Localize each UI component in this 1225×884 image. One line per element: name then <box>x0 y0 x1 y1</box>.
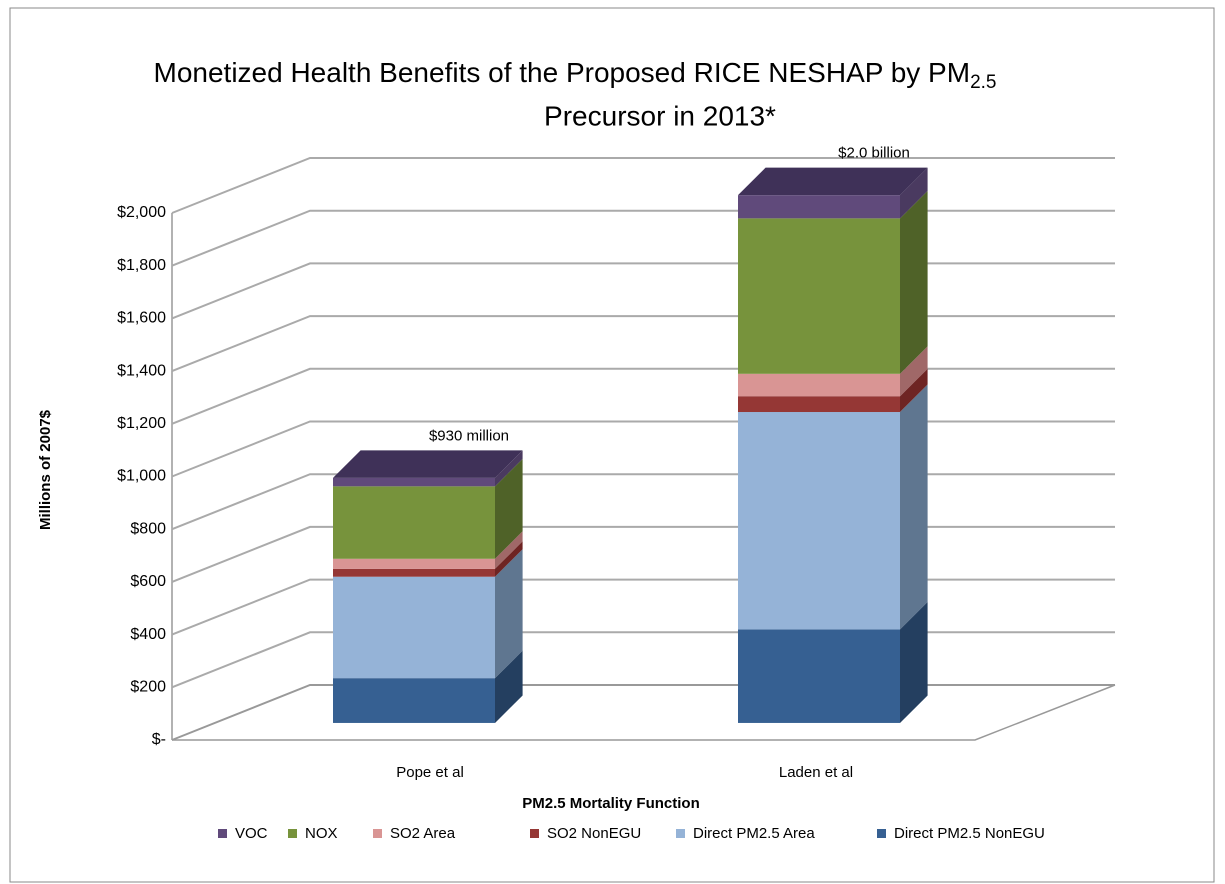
y-tick-label: $1,600 <box>117 310 166 327</box>
bar-top <box>738 167 928 196</box>
floor <box>172 684 1116 741</box>
grid-line <box>171 367 1115 425</box>
grid-line <box>171 684 1115 741</box>
bar-segment-side <box>900 384 928 630</box>
bar-segment-side <box>495 531 523 569</box>
bar-segment-side <box>495 650 523 723</box>
grid-line <box>171 315 1115 373</box>
title-subscript: 2.5 <box>970 72 996 93</box>
bar-top <box>333 450 523 478</box>
legend-swatch <box>676 829 685 838</box>
grid-line <box>171 262 1115 320</box>
legend-swatch <box>530 829 539 838</box>
y-tick-label: $800 <box>130 520 166 537</box>
bar-segment <box>333 678 495 723</box>
bar-segment-side <box>900 167 928 219</box>
legend-label: Direct PM2.5 Area <box>693 825 815 842</box>
chart-title-line2: Precursor in 2013* <box>544 100 776 131</box>
legend-label: NOX <box>305 825 338 842</box>
x-axis-label: PM2.5 Mortality Function <box>522 795 700 812</box>
x-tick-label: Pope et al <box>396 764 464 781</box>
bar-segment <box>738 195 900 219</box>
bar-segment <box>333 568 495 577</box>
y-tick-label: $1,000 <box>117 468 166 485</box>
y-tick-label: $400 <box>130 626 166 643</box>
legend-label: SO2 NonEGU <box>547 825 641 842</box>
total-label: $2.0 billion <box>838 145 910 162</box>
bar-segment-side <box>900 368 928 413</box>
bar-segment <box>738 218 900 374</box>
grid-line <box>171 157 1115 214</box>
y-tick-label: $1,200 <box>117 415 166 432</box>
y-tick-label: $- <box>152 731 166 748</box>
legend-swatch <box>373 829 382 838</box>
bar-segment-side <box>495 450 523 487</box>
bar-segment-side <box>495 541 523 577</box>
bar-segment <box>738 629 900 723</box>
bar-segment <box>333 558 495 569</box>
grid-line <box>171 578 1115 636</box>
bar-segment-side <box>495 458 523 559</box>
total-label: $930 million <box>429 427 509 444</box>
grid-line <box>171 420 1115 478</box>
legend-swatch <box>218 829 227 838</box>
legend-label: Direct PM2.5 NonEGU <box>894 825 1045 842</box>
chart-frame <box>9 7 1215 883</box>
chart-title: Monetized Health Benefits of the Propose… <box>154 57 997 93</box>
y-tick-label: $2,000 <box>117 204 166 221</box>
legend-label: VOC <box>235 825 268 842</box>
bar-segment-side <box>900 601 928 723</box>
bar-segment <box>333 486 495 559</box>
grid-line <box>171 209 1115 267</box>
x-tick-label: Laden et al <box>779 764 853 781</box>
legend-swatch <box>877 829 886 838</box>
bar-segment <box>333 576 495 679</box>
legend-swatch <box>288 829 297 838</box>
bar-segment-side <box>495 549 523 679</box>
grid-line <box>171 525 1115 583</box>
bar-segment <box>738 396 900 413</box>
y-tick-label: $1,800 <box>117 257 166 274</box>
title-main: Monetized Health Benefits of the Propose… <box>154 57 971 88</box>
legend-label: SO2 Area <box>390 825 456 842</box>
grid-line <box>171 631 1115 689</box>
bar-segment <box>738 412 900 630</box>
bar-segment-side <box>900 190 928 374</box>
bar-segment <box>738 373 900 397</box>
bar-segment <box>333 477 495 487</box>
y-axis-label: Millions of 2007$ <box>37 409 54 530</box>
grid-line <box>171 473 1115 531</box>
bar-segment-side <box>900 346 928 397</box>
y-tick-label: $200 <box>130 679 166 696</box>
y-tick-label: $1,400 <box>117 362 166 379</box>
y-tick-label: $600 <box>130 573 166 590</box>
